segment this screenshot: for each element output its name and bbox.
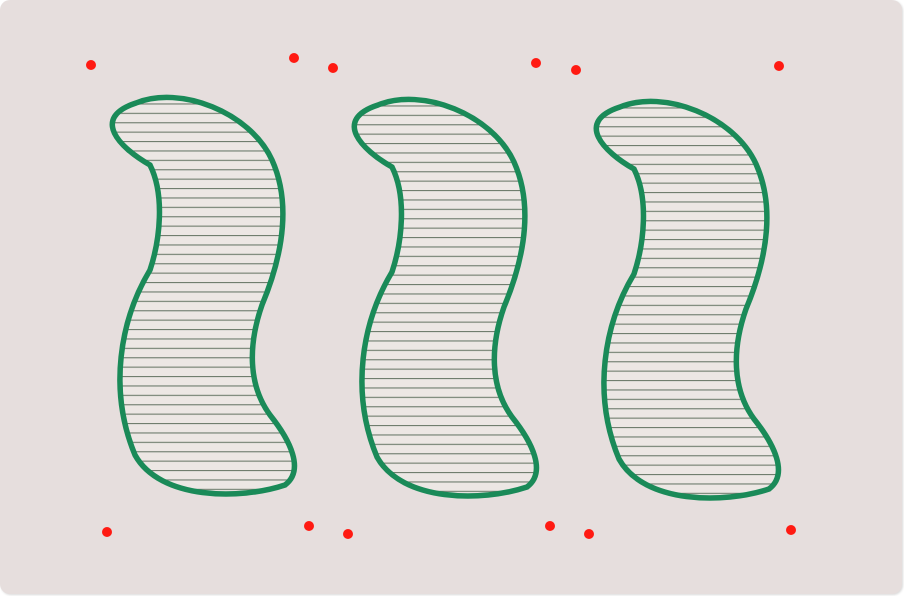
red-marker	[786, 525, 796, 535]
red-marker	[328, 63, 338, 73]
hatched-shape-1	[112, 97, 294, 494]
red-marker	[571, 65, 581, 75]
red-marker	[289, 53, 299, 63]
red-marker	[304, 521, 314, 531]
red-marker	[584, 529, 594, 539]
red-marker	[545, 521, 555, 531]
red-marker	[531, 58, 541, 68]
red-marker	[86, 60, 96, 70]
red-marker	[102, 527, 112, 537]
red-marker	[774, 61, 784, 71]
hatched-shape-2	[354, 99, 536, 496]
hatched-shape-3	[596, 101, 778, 498]
red-marker	[343, 529, 353, 539]
